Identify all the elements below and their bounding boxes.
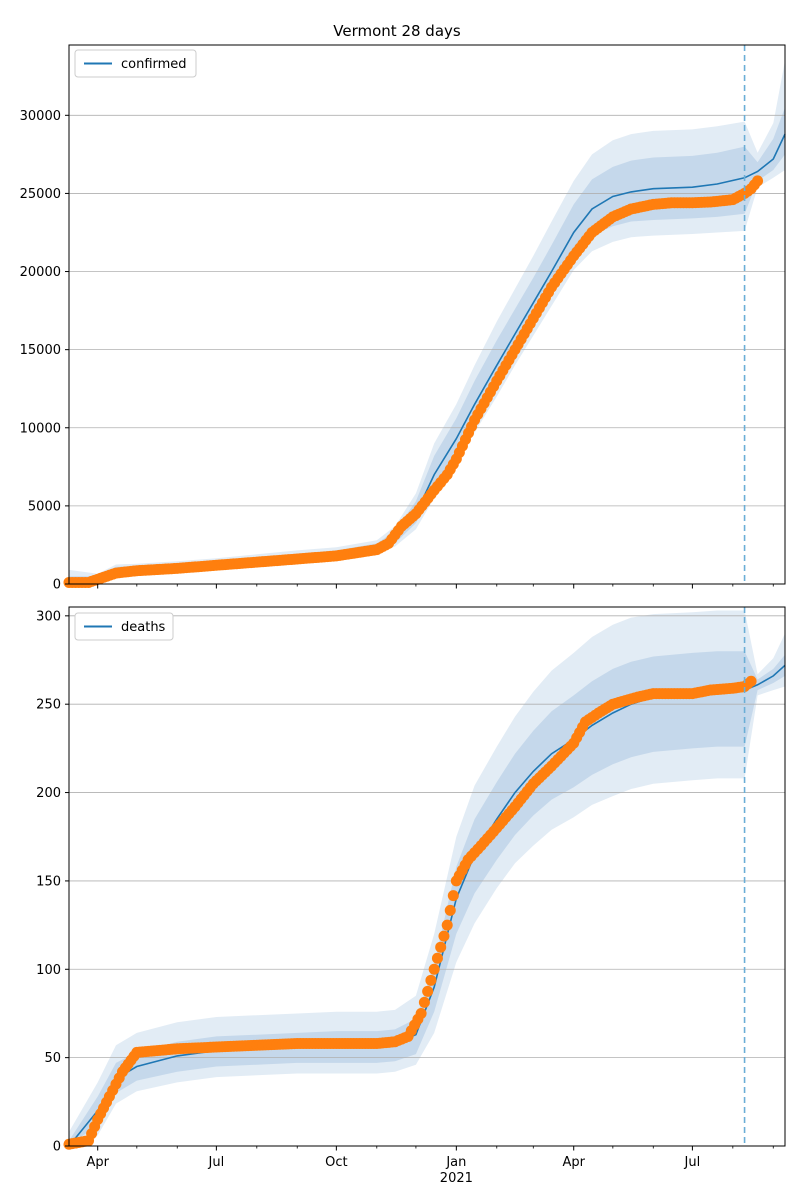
x-tick-label: Apr — [562, 1155, 585, 1170]
observed-point — [428, 963, 440, 975]
observed-point — [431, 952, 443, 964]
legend-frame — [74, 612, 174, 641]
x-tick-label: Jan — [445, 1155, 466, 1170]
y-tick-label: 5000 — [28, 499, 61, 514]
x-tick-label: Oct — [325, 1155, 347, 1170]
observed-point — [752, 175, 764, 187]
legend-frame — [74, 49, 197, 78]
y-tick-label: 15000 — [20, 343, 61, 358]
y-tick-label: 20000 — [20, 265, 61, 280]
plot-area — [63, 607, 786, 1150]
observed-point — [425, 974, 437, 986]
chart-title: Vermont 28 days — [333, 22, 461, 40]
y-tick-label: 150 — [36, 874, 61, 889]
x-tick-label: Apr — [86, 1155, 109, 1170]
y-tick-label: 200 — [36, 786, 61, 801]
observed-point — [444, 904, 456, 916]
observed-point — [447, 890, 459, 902]
y-tick-label: 0 — [53, 1140, 61, 1155]
observed-points — [63, 675, 757, 1150]
x-tick-label: Jul — [208, 1155, 225, 1170]
y-tick-label: 100 — [36, 963, 61, 978]
y-tick-label: 50 — [44, 1051, 61, 1066]
y-tick-label: 30000 — [20, 109, 61, 124]
observed-point — [422, 985, 434, 997]
observed-point — [415, 1007, 427, 1019]
legend-label-confirmed: confirmed — [121, 57, 187, 72]
y-tick-label: 10000 — [20, 421, 61, 436]
legend-label-deaths: deaths — [121, 620, 166, 635]
confirmed-legend: confirmed — [74, 49, 197, 78]
x-tick-label: Jul — [684, 1155, 701, 1170]
observed-point — [435, 941, 447, 953]
observed-point — [438, 930, 450, 942]
y-tick-label: 25000 — [20, 187, 61, 202]
deaths-panel: deaths 0 50 100 150 200 250 300 Apr Jul Oct Jan202… — [36, 606, 786, 1186]
confirmed-panel: confirmed 0 5000 10000 15000 20000 25000 30000 — [20, 44, 786, 593]
plot-area — [63, 45, 786, 588]
y-tick-label: 250 — [36, 698, 61, 713]
observed-points — [63, 175, 764, 588]
y-tick-label: 0 — [53, 578, 61, 593]
observed-point — [441, 919, 453, 931]
y-tick-label: 300 — [36, 609, 61, 624]
x-tick-label: 2021 — [440, 1171, 473, 1186]
axes-frame — [68, 44, 786, 585]
uncertainty-band — [69, 651, 785, 1146]
axes-frame — [68, 606, 786, 1147]
deaths-legend: deaths — [74, 612, 174, 641]
observed-point — [745, 675, 757, 687]
observed-point — [418, 996, 430, 1008]
